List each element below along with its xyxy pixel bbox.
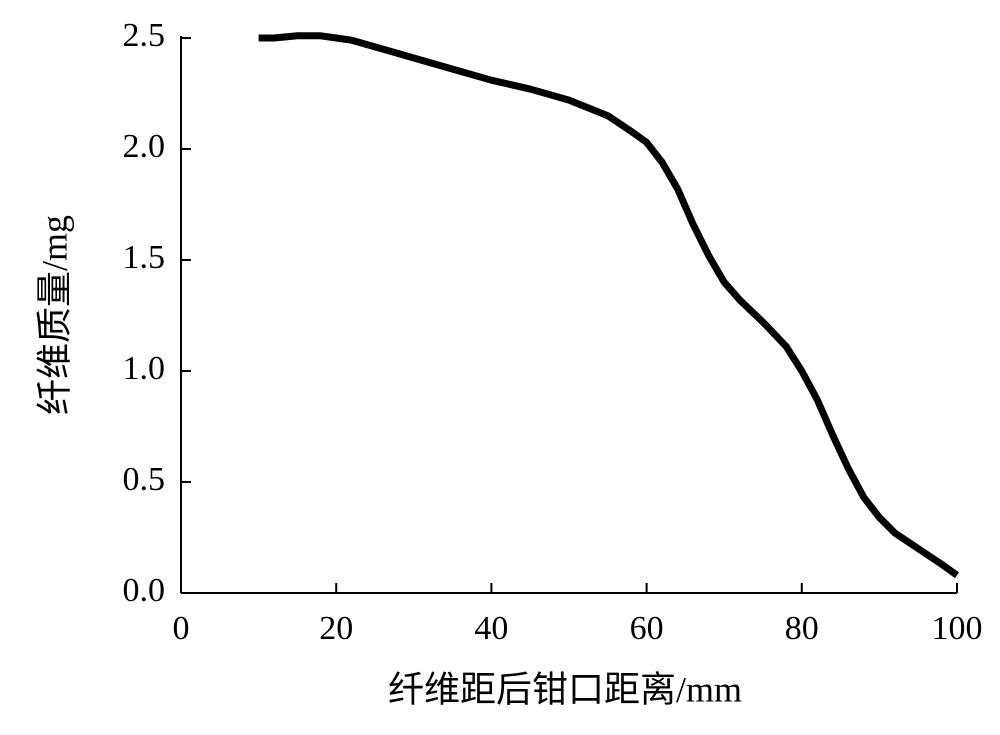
x-tick-label: 0 xyxy=(173,610,190,647)
x-axis-title: 纤维距后钳口距离/mm xyxy=(388,669,742,709)
y-tick-label: 1.0 xyxy=(123,350,166,387)
y-tick-label: 1.5 xyxy=(123,239,166,276)
x-tick-label: 100 xyxy=(932,610,983,647)
y-tick-label: 0.0 xyxy=(123,572,166,609)
y-tick-label: 2.0 xyxy=(123,128,166,165)
x-tick-label: 40 xyxy=(474,610,508,647)
y-tick-label: 0.5 xyxy=(123,461,166,498)
x-tick-label: 20 xyxy=(319,610,353,647)
x-tick-label: 60 xyxy=(630,610,664,647)
data-line xyxy=(258,32,960,579)
y-axis-title: 纤维质量/mg xyxy=(34,215,74,415)
x-tick-label: 80 xyxy=(785,610,819,647)
y-tick-label: 2.5 xyxy=(123,17,166,54)
